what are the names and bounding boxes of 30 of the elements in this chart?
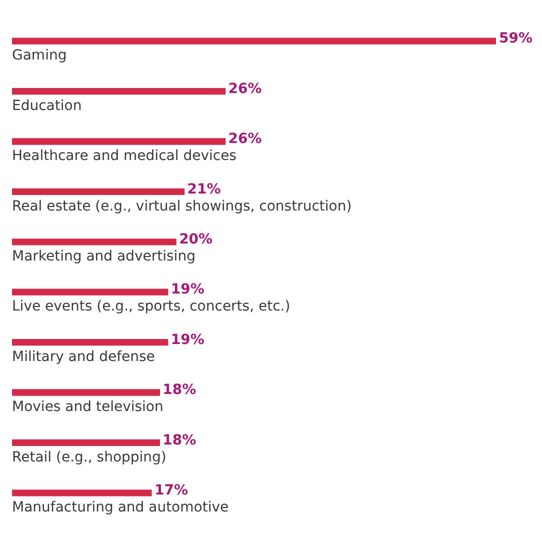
bar xyxy=(12,38,496,44)
data-label: 59% xyxy=(499,30,533,47)
data-label: 18% xyxy=(162,432,196,448)
y-tick-label: Retail (e.g., shopping) xyxy=(12,449,166,466)
bar xyxy=(12,88,226,95)
data-label: 26% xyxy=(228,80,262,97)
bar xyxy=(12,238,176,246)
y-tick-label: Live events (e.g., sports, concerts, etc.) xyxy=(12,298,290,315)
data-label: 26% xyxy=(228,131,262,148)
bar xyxy=(12,389,160,396)
y-tick-label: Education xyxy=(12,98,82,114)
y-tick-label: Gaming xyxy=(12,48,67,64)
y-tick-label: Military and defense xyxy=(12,348,155,365)
y-tick-label: Manufacturing and automotive xyxy=(12,500,229,516)
data-label: 20% xyxy=(179,232,213,248)
bar xyxy=(12,490,152,496)
data-label: 18% xyxy=(162,382,196,398)
y-tick-label: Marketing and advertising xyxy=(12,248,196,265)
bar xyxy=(12,439,160,446)
y-tick-label: Movies and television xyxy=(12,399,164,416)
bar xyxy=(12,288,168,296)
bar xyxy=(12,188,185,196)
bar xyxy=(12,138,226,145)
data-label: 19% xyxy=(170,282,204,298)
data-label: 21% xyxy=(187,181,221,198)
bar xyxy=(12,338,168,346)
y-tick-label: Healthcare and medical devices xyxy=(12,148,236,164)
y-tick-label: Real estate (e.g., virtual showings, construction) xyxy=(12,198,352,214)
data-label: 17% xyxy=(154,482,188,499)
data-label: 19% xyxy=(170,332,204,348)
